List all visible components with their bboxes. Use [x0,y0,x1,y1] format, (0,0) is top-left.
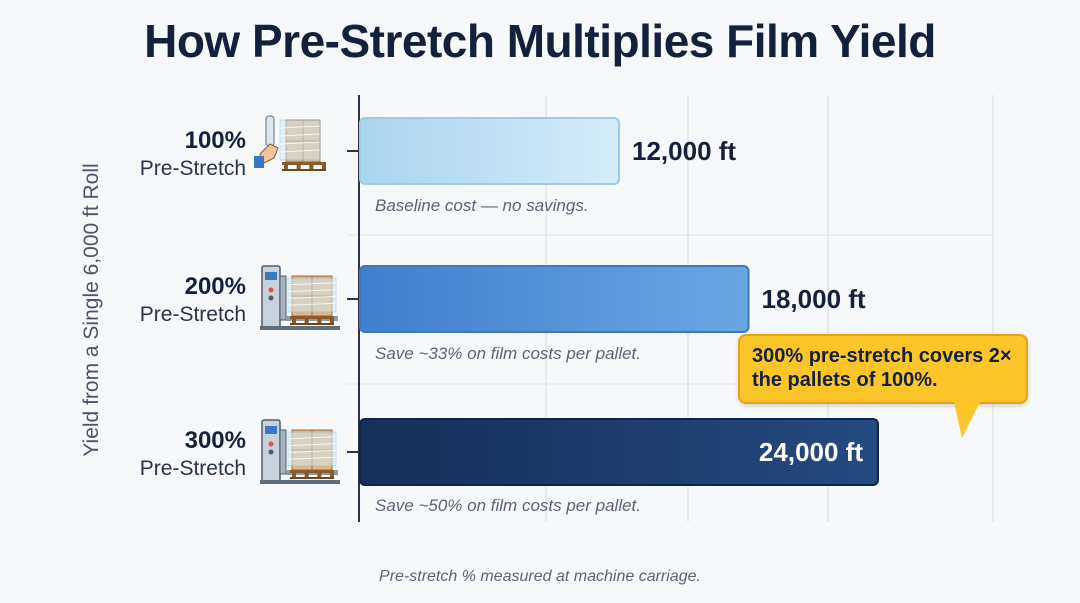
hand-wrapping-pallet-icon [254,115,326,171]
callout-box: 300% pre-stretch covers 2× the pallets o… [738,334,1028,404]
chart-title: How Pre-Stretch Multiplies Film Yield [144,15,936,67]
value-label-2: 18,000 ft [762,284,866,314]
callout-tail [954,402,980,438]
category-name-1: Pre-Stretch [139,157,246,180]
footnote: Pre-stretch % measured at machine carria… [379,568,701,585]
bar-1 [359,117,620,185]
value-label-1: 12,000 ft [632,136,736,166]
category-name-3: Pre-Stretch [139,457,246,480]
bar-note-1: Baseline cost — no savings. [375,196,589,215]
category-name-2: Pre-Stretch [139,303,246,326]
value-label-3: 24,000 ft [759,437,863,467]
bar-2 [359,265,750,333]
category-pct-1: 100% [184,127,246,154]
y-axis-label: Yield from a Single 6,000 ft Roll [80,163,103,457]
stretch-wrap-machine-icon [260,265,340,330]
bar-note-2: Save ~33% on film costs per pallet. [375,344,641,363]
bar-3 [359,418,879,486]
category-pct-3: 300% [184,427,246,454]
bar-note-3: Save ~50% on film costs per pallet. [375,496,641,515]
stretch-wrap-machine-icon [260,419,340,484]
category-pct-2: 200% [184,273,246,300]
